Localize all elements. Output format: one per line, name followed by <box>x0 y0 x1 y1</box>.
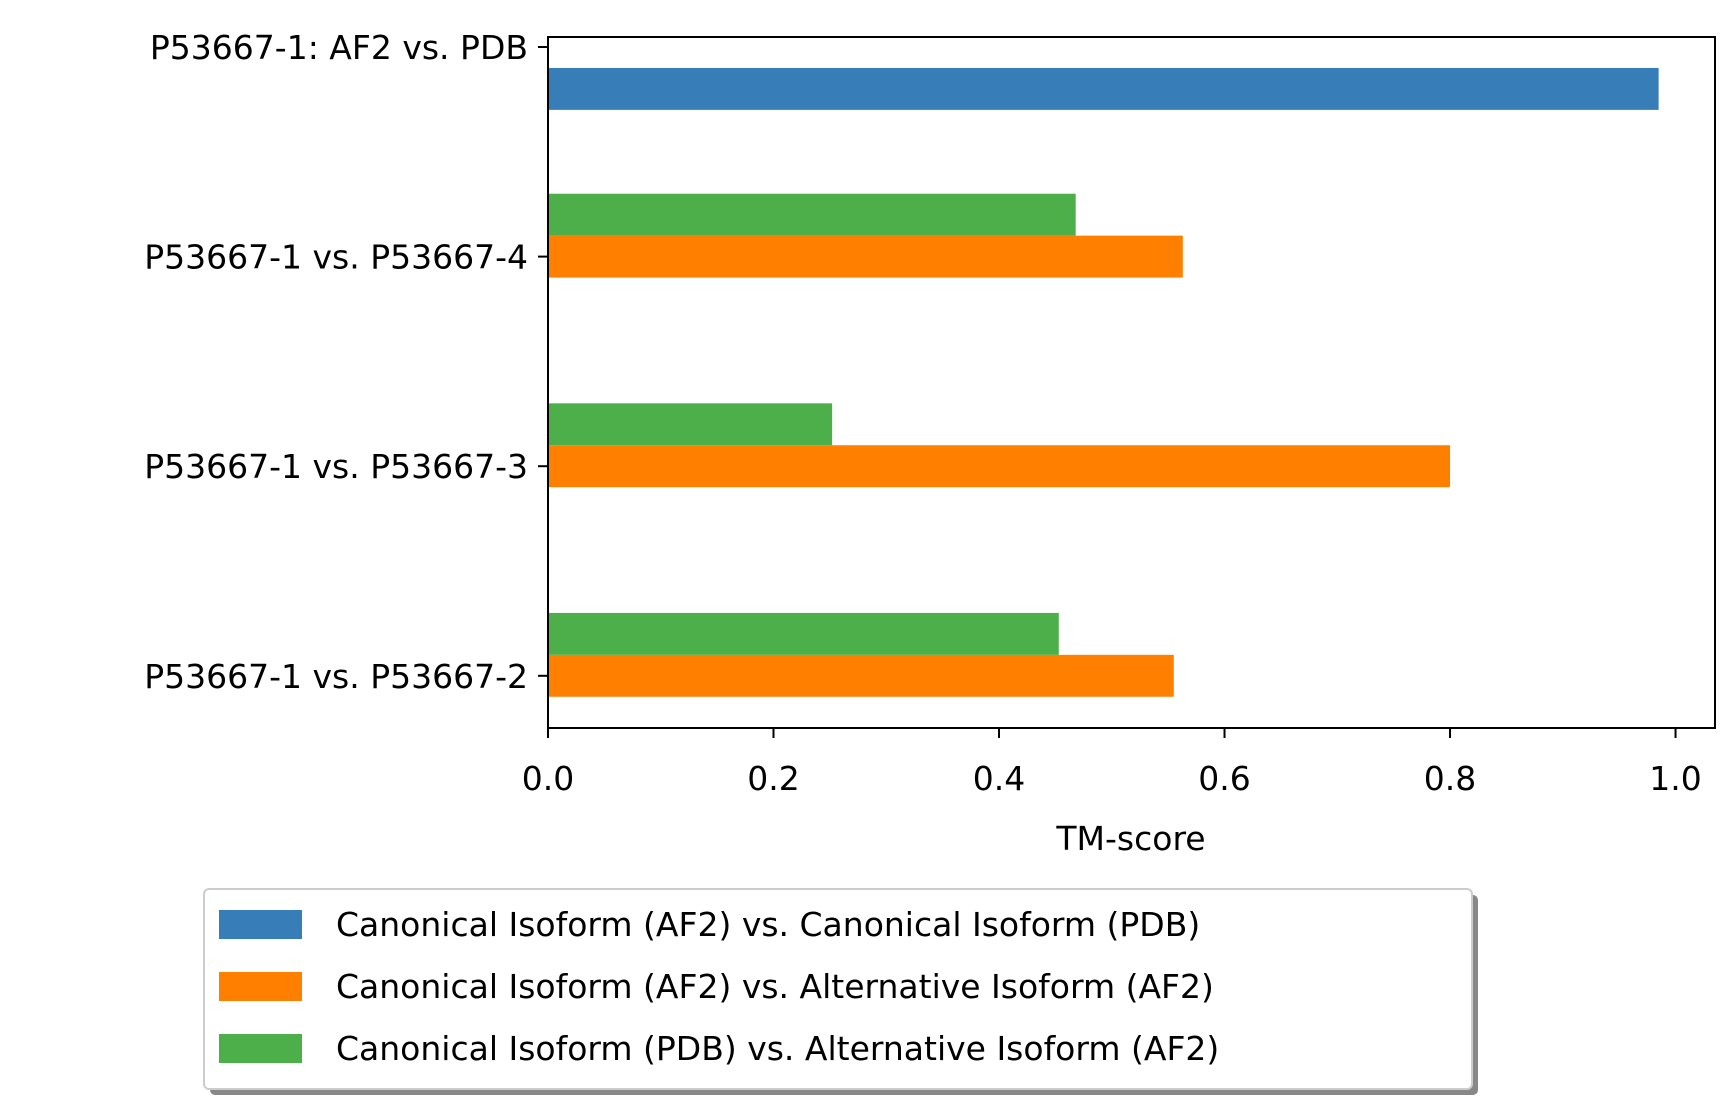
y-tick-label: P53667-1: AF2 vs. PDB <box>150 28 528 67</box>
x-tick-label: 0.0 <box>522 759 574 798</box>
legend-label: Canonical Isoform (AF2) vs. Canonical Is… <box>336 905 1200 944</box>
bar <box>548 193 1076 236</box>
bar <box>548 235 1183 278</box>
bar <box>548 403 833 446</box>
legend-entry: Canonical Isoform (PDB) vs. Alternative … <box>219 1029 1219 1068</box>
y-tick-label: P53667-1 vs. P53667-2 <box>144 657 528 696</box>
bar <box>548 67 1659 110</box>
x-axis-label: TM-score <box>1055 819 1205 858</box>
y-ticks: P53667-1: AF2 vs. PDB P53667-1 vs. P53667… <box>144 28 548 696</box>
bar <box>548 654 1174 697</box>
legend-entry: Canonical Isoform (AF2) vs. Canonical Is… <box>219 905 1200 944</box>
y-tick-label: P53667-1 vs. P53667-3 <box>144 447 528 486</box>
x-tick-label: 0.6 <box>1198 759 1250 798</box>
x-ticks: 0.0 0.2 0.4 0.6 0.8 1.0 <box>522 728 1702 798</box>
x-tick-label: 0.4 <box>973 759 1025 798</box>
bars <box>548 67 1659 697</box>
y-tick-label: P53667-1 vs. P53667-4 <box>144 238 528 277</box>
legend-swatch <box>219 1034 302 1063</box>
x-tick-label: 0.2 <box>747 759 799 798</box>
x-tick-label: 0.8 <box>1424 759 1476 798</box>
legend: Canonical Isoform (AF2) vs. Canonical Is… <box>203 888 1478 1095</box>
bar <box>548 445 1451 488</box>
x-tick-label: 1.0 <box>1649 759 1701 798</box>
legend-label: Canonical Isoform (PDB) vs. Alternative … <box>336 1029 1219 1068</box>
axes-frame <box>547 36 1716 729</box>
legend-swatch <box>219 910 302 939</box>
legend-label: Canonical Isoform (AF2) vs. Alternative … <box>336 967 1214 1006</box>
legend-swatch <box>219 972 302 1001</box>
legend-entry: Canonical Isoform (AF2) vs. Alternative … <box>219 967 1214 1006</box>
legend-box <box>203 888 1473 1090</box>
bar <box>548 612 1059 655</box>
